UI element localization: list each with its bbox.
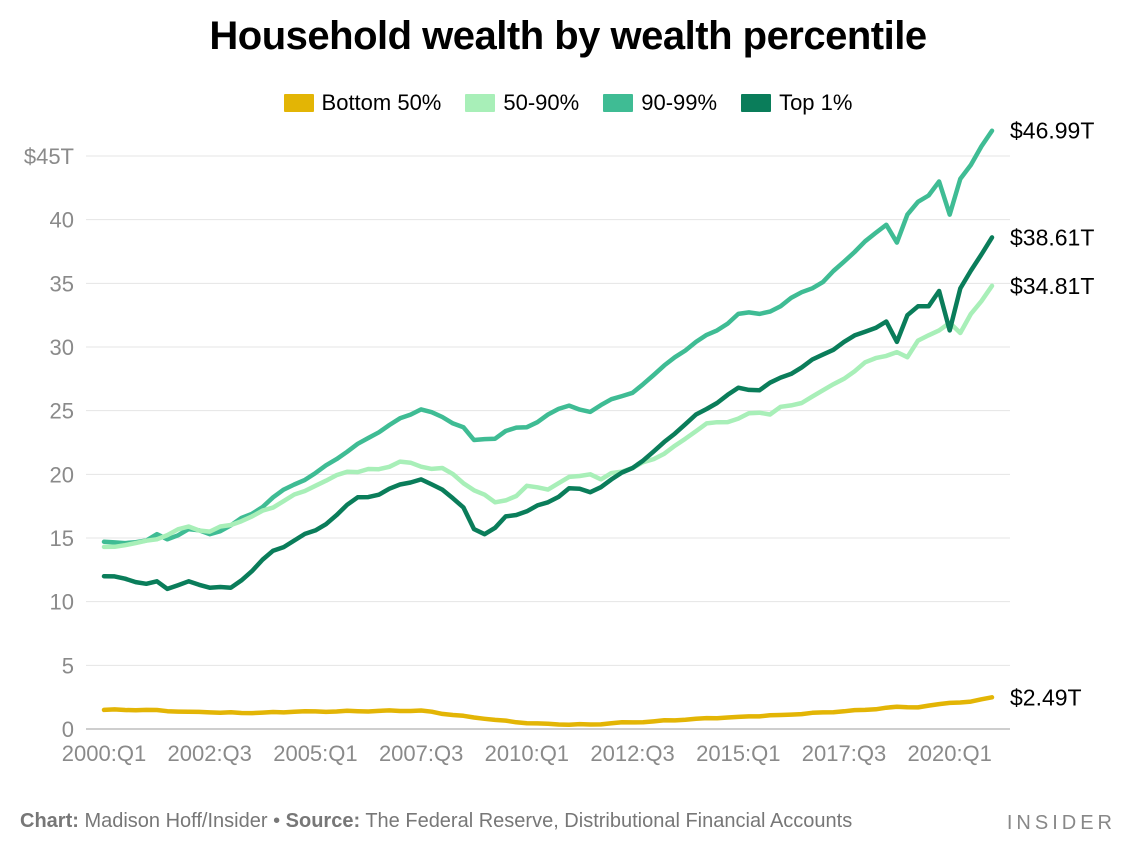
legend-item-bottom-50: Bottom 50% [283,90,442,116]
y-tick-label: 35 [50,271,74,296]
series-50-90-line [101,283,995,550]
y-tick-label: 25 [50,399,74,424]
chart-footer: Chart: Madison Hoff/Insider • Source: Th… [20,810,852,833]
x-tick-label: 2007:Q3 [379,741,463,766]
x-tick-label: 2012:Q3 [590,741,674,766]
end-label-top-1: $38.61T [1010,224,1094,250]
legend-label: Top 1% [779,90,853,115]
x-tick-label: 2015:Q1 [696,741,780,766]
x-tick-label: 2000:Q1 [62,741,146,766]
x-tick-label: 2010:Q1 [485,741,569,766]
y-tick-label: 5 [62,653,74,678]
chart-credit-author: Madison Hoff/Insider [84,810,268,832]
y-tick-label: 15 [50,526,74,551]
legend-item-90-99: 90-99% [603,90,717,116]
footer-separator: • [273,810,281,832]
chart-credit-label: Chart: [20,810,79,832]
y-tick-label: 0 [62,717,74,742]
chart-legend: Bottom 50% 50-90% 90-99% Top 1% [0,90,1136,116]
y-tick-label: 10 [50,590,74,615]
series-bottom-50-line [101,695,995,728]
legend-swatch [603,94,634,112]
series-90-99-line [101,128,995,546]
series-top-1-line [101,235,995,592]
legend-swatch [465,94,496,112]
legend-swatch [741,94,772,112]
x-tick-label: 2002:Q3 [168,741,252,766]
legend-label: Bottom 50% [321,90,442,115]
y-tick-label: 20 [50,462,74,487]
x-tick-label: 2017:Q3 [802,741,886,766]
x-tick-label: 2005:Q1 [273,741,357,766]
y-tick-label: $45T [24,144,74,169]
legend-label: 90-99% [641,90,718,115]
end-label-90-99: $46.99T [1010,118,1094,144]
y-tick-label: 30 [50,335,74,360]
legend-swatch [283,94,314,112]
source-text: The Federal Reserve, Distributional Fina… [365,810,853,832]
legend-item-50-90: 50-90% [465,90,579,116]
end-label-50-90: $34.81T [1010,273,1094,299]
legend-label: 50-90% [503,90,580,115]
source-label: Source: [285,810,361,832]
legend-item-top-1: Top 1% [741,90,852,116]
y-tick-label: 40 [50,208,74,233]
insider-logo: INSIDER [1006,812,1116,834]
chart-title: Household wealth by wealth percentile [209,14,927,58]
x-tick-label: 2020:Q1 [908,741,992,766]
end-label-bottom-50: $2.49T [1010,684,1082,710]
